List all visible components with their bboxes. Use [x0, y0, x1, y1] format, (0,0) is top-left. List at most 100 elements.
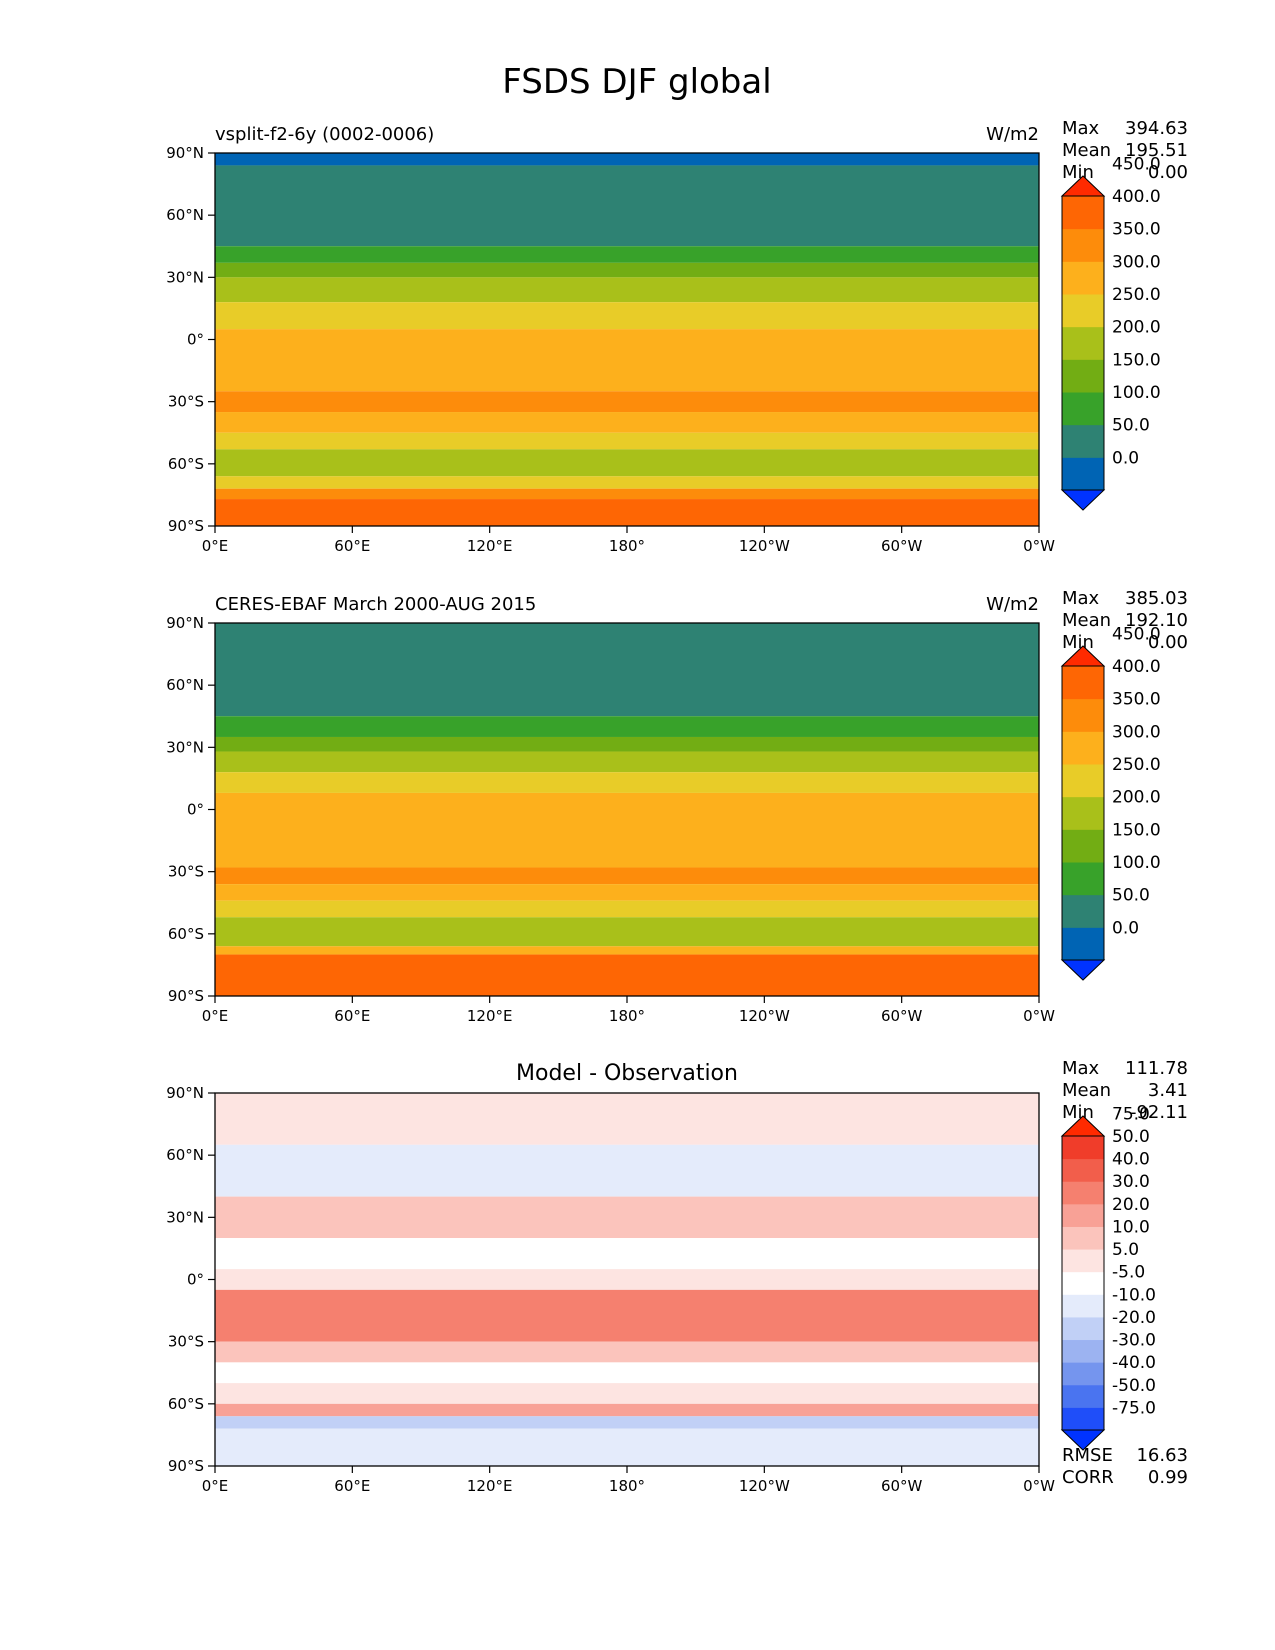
- colorbar-frame: [1061, 1135, 1105, 1431]
- map-area: 90°N 60°N 30°N 0° 30°S 60°S 90°S 0°E 60°E 120°E 18…: [166, 144, 1055, 555]
- lat-tick-label: 30°N: [166, 738, 204, 756]
- contour-band: [215, 1362, 1039, 1384]
- colorbar-tick-label: 0.0: [1112, 448, 1139, 468]
- colorbar-tick-label: 50.0: [1112, 886, 1150, 906]
- stat-value: 195.51: [1125, 140, 1188, 161]
- lon-tick-label: 120°E: [467, 1007, 513, 1025]
- colorbar-tick-label: 200.0: [1112, 788, 1161, 808]
- colorbar-segment: [1062, 796, 1104, 830]
- contour-band: [215, 277, 1039, 303]
- contour-band: [215, 1196, 1039, 1239]
- lon-tick-label: 0°E: [202, 537, 229, 555]
- contour-band: [215, 153, 1039, 166]
- stat-label: Min: [1062, 1102, 1094, 1123]
- lat-tick-label: 90°S: [168, 987, 204, 1005]
- colorbar-segment: [1062, 894, 1104, 928]
- colorbar-tick-label: 350.0: [1112, 690, 1161, 710]
- colorbar-segment: [1062, 196, 1104, 230]
- lat-tick-label: 90°N: [166, 1084, 204, 1102]
- lon-tick-label: 60°E: [334, 1477, 370, 1495]
- stat-label: Max: [1062, 1058, 1100, 1079]
- panel-observation: CERES-EBAF March 2000-AUG 2015 W/m2 Max …: [166, 588, 1188, 1025]
- lat-tick-label: 90°S: [168, 517, 204, 535]
- panel-center-title: Model - Observation: [516, 1061, 738, 1086]
- colorbar-segment: [1062, 1203, 1104, 1227]
- colorbar-segment: [1062, 359, 1104, 393]
- contour-band: [215, 412, 1039, 433]
- stat-value: 16.63: [1136, 1445, 1188, 1466]
- contour-band: [215, 262, 1039, 278]
- map-area: 90°N 60°N 30°N 0° 30°S 60°S 90°S 0°E 60°E 120°E 18…: [166, 1084, 1055, 1495]
- panel-difference: Model - Observation Max 111.78 Mean 3.41…: [166, 1058, 1188, 1495]
- contour-band: [215, 751, 1039, 773]
- colorbar-segment: [1062, 294, 1104, 328]
- colorbar-segment: [1062, 326, 1104, 360]
- colorbar-tick-label: 0.0: [1112, 918, 1139, 938]
- contour-band: [215, 476, 1039, 489]
- colorbar-tick-label: 75.0: [1112, 1104, 1150, 1124]
- contour-band: [215, 165, 1039, 247]
- colorbar-min-extend: [1060, 489, 1106, 511]
- contour-band: [215, 792, 1039, 868]
- lat-tick-label: 30°S: [168, 393, 204, 411]
- stat-label: RMSE: [1062, 1445, 1113, 1466]
- stat-value: 192.10: [1125, 610, 1188, 631]
- colorbar-tick-label: -50.0: [1112, 1376, 1156, 1396]
- contour-band: [215, 1416, 1039, 1429]
- contour-band: [215, 917, 1039, 947]
- colorbar-segment: [1062, 1158, 1104, 1182]
- colorbar-tick-label: 150.0: [1112, 820, 1161, 840]
- colorbar-segment: [1062, 764, 1104, 798]
- contour-band: [215, 1269, 1039, 1290]
- lon-tick-label: 0°E: [202, 1477, 229, 1495]
- contour-band: [215, 391, 1039, 413]
- lat-tick-label: 60°N: [166, 676, 204, 694]
- colorbar-tick-label: 50.0: [1112, 1127, 1150, 1147]
- lon-tick-label: 180°: [609, 537, 645, 555]
- rmse-corr-stats: RMSE 16.63 CORR 0.99: [1062, 1445, 1188, 1488]
- stat-value: 0.00: [1148, 632, 1188, 653]
- contour-band: [215, 772, 1039, 793]
- lon-tick-label: 0°W: [1023, 1007, 1055, 1025]
- lat-tick-label: 60°N: [166, 206, 204, 224]
- lon-tick-label: 120°W: [739, 1007, 790, 1025]
- stat-value: 394.63: [1125, 118, 1188, 139]
- colorbar-frame: [1061, 195, 1105, 491]
- colorbar-tick-label: 300.0: [1112, 722, 1161, 742]
- lon-tick-label: 0°W: [1023, 1477, 1055, 1495]
- colorbar-tick-label: -10.0: [1112, 1285, 1156, 1305]
- panel-stats: Max 111.78 Mean 3.41 Min -92.11: [1062, 1058, 1188, 1123]
- contour-band: [215, 1383, 1039, 1404]
- colorbar-tick-label: -30.0: [1112, 1331, 1156, 1351]
- lat-tick-label: 90°N: [166, 144, 204, 162]
- panel-units: W/m2: [986, 124, 1039, 145]
- contour-band: [215, 736, 1039, 752]
- panel-model: vsplit-f2-6y (0002-0006) W/m2 Max 394.63…: [166, 118, 1188, 555]
- contour-band: [215, 946, 1039, 955]
- lat-tick-label: 60°S: [168, 925, 204, 943]
- lon-tick-label: 120°E: [467, 537, 513, 555]
- lat-tick-label: 0°: [187, 331, 204, 349]
- stat-label: Mean: [1062, 140, 1111, 161]
- stat-label: Max: [1062, 588, 1100, 609]
- stat-value: 0.99: [1148, 1467, 1188, 1488]
- lat-tick-label: 60°S: [168, 455, 204, 473]
- colorbar-segment: [1062, 927, 1104, 961]
- colorbar-tick-label: 100.0: [1112, 383, 1161, 403]
- colorbar-segment: [1062, 1339, 1104, 1363]
- map-area: 90°N 60°N 30°N 0° 30°S 60°S 90°S 0°E 60°E 120°E 18…: [166, 614, 1055, 1025]
- contour-band: [215, 900, 1039, 918]
- contour-band: [215, 488, 1039, 500]
- colorbar-segment: [1062, 1136, 1104, 1160]
- contour-band: [215, 623, 1039, 717]
- contour-band: [215, 1144, 1039, 1197]
- stat-label: Min: [1062, 162, 1094, 183]
- colorbar-segment: [1062, 1384, 1104, 1408]
- panel-left-title: vsplit-f2-6y (0002-0006): [215, 124, 434, 145]
- colorbar-segment: [1062, 261, 1104, 295]
- lat-tick-label: 30°N: [166, 268, 204, 286]
- lat-tick-label: 30°N: [166, 1208, 204, 1226]
- stat-value: 0.00: [1148, 162, 1188, 183]
- colorbar-segment: [1062, 457, 1104, 491]
- panel-stats: Max 394.63 Mean 195.51 Min 0.00: [1062, 118, 1188, 183]
